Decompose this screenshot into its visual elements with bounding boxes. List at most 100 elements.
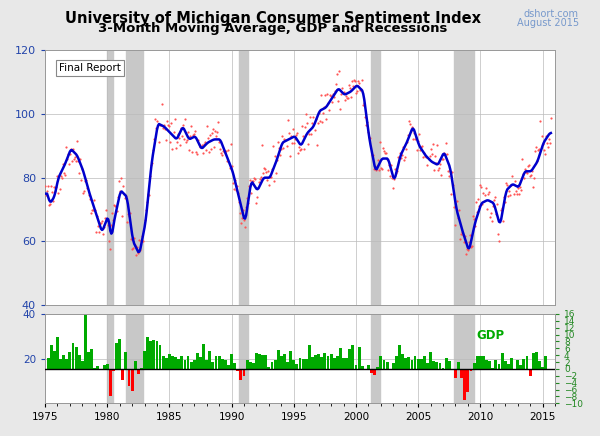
Point [117,212,127,219]
Point [538,140,547,147]
Bar [134,361,137,369]
Point [180,116,190,123]
Point [540,150,550,157]
Point [209,143,219,150]
Point [421,153,430,160]
Point [449,203,459,210]
Point [413,138,423,145]
Point [136,246,145,253]
Bar [109,369,112,396]
Bar [174,357,177,369]
Point [301,123,310,130]
Bar [370,369,373,373]
Point [191,148,201,155]
Point [250,174,259,181]
Point [160,122,169,129]
Point [274,145,284,152]
Point [385,162,394,169]
Bar [442,368,445,369]
Bar [383,360,385,369]
Point [408,135,418,142]
Bar [454,50,474,305]
Point [274,139,283,146]
Point [492,200,502,207]
Point [392,168,402,175]
Point [483,191,493,198]
Point [188,132,198,139]
Bar [426,363,429,369]
Point [316,92,326,99]
Bar [339,348,342,369]
Point [449,182,458,189]
Bar [242,369,245,376]
Point [496,207,506,214]
Point [302,119,312,126]
Bar [56,337,59,369]
Bar [482,356,485,369]
Point [164,123,174,129]
Point [204,149,214,156]
Point [432,142,442,149]
Point [176,125,185,132]
Bar [292,360,295,369]
Point [190,130,199,137]
Point [402,138,412,145]
Point [214,138,224,145]
Bar [454,314,474,403]
Point [119,191,128,198]
Point [232,183,242,190]
Point [349,77,359,84]
Point [120,195,130,202]
Bar [479,355,482,369]
Point [80,187,89,194]
Point [60,171,70,178]
Point [503,181,512,188]
Bar [476,356,479,369]
Point [415,130,424,137]
Bar [510,358,513,369]
Point [283,117,292,124]
Point [533,157,542,164]
Bar [84,311,87,369]
Point [324,106,334,113]
Point [85,196,94,203]
Point [466,243,476,250]
Point [158,125,168,132]
Point [355,86,365,93]
Bar [410,360,413,369]
Point [422,162,432,169]
Point [66,146,76,153]
Point [435,160,445,167]
Point [442,151,452,158]
Point [522,170,532,177]
Point [53,172,62,179]
Point [418,143,427,150]
Bar [274,360,277,369]
Point [391,165,400,172]
Point [95,220,105,227]
Bar [314,355,317,369]
Point [354,79,364,86]
Point [235,209,245,216]
Bar [131,369,134,391]
Point [489,197,499,204]
Point [346,93,356,100]
Point [523,162,533,169]
Bar [417,358,419,369]
Point [251,199,261,206]
Point [46,200,55,207]
Point [398,143,407,150]
Point [506,191,515,198]
Point [144,191,154,198]
Point [191,128,200,135]
Point [458,231,467,238]
Point [364,129,373,136]
Point [285,153,295,160]
Bar [342,358,345,369]
Point [134,237,144,244]
Bar [152,340,155,369]
Point [305,114,315,121]
Point [512,190,521,197]
Point [131,251,141,258]
Point [511,187,520,194]
